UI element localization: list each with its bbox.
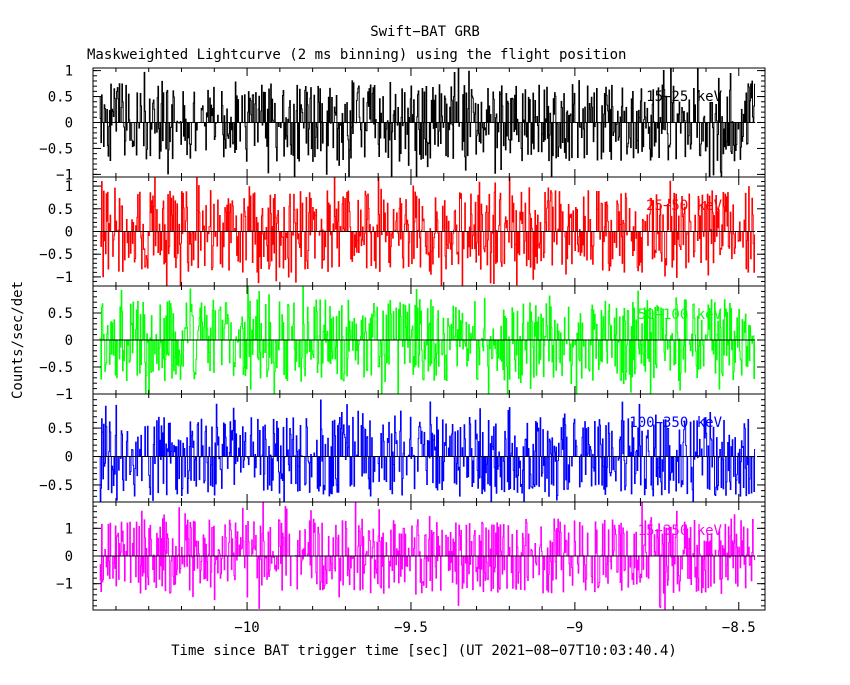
y-tick-label: 0.5 [48,306,73,322]
x-tick-label: −9 [566,620,583,636]
y-tick-label: −0.5 [39,360,73,376]
y-tick-label: 0 [65,116,73,132]
band-label-3: 50−100 keV [638,307,723,323]
panel-4: 0.5 0 −0.5 100−350 keV [39,393,766,503]
x-axis-label: Time since BAT trigger time [sec] (UT 20… [171,643,677,659]
y-tick-label: 0.5 [48,90,73,106]
series-line-2 [99,177,756,286]
y-tick-label: −1 [56,577,73,593]
panel-1: 1 0.5 0 −0.5 −1 15−25 keV [39,64,766,183]
y-tick-label: −1 [56,270,73,286]
y-tick-label: 0.5 [48,421,73,437]
series-line-1 [99,68,756,177]
y-tick-label: 0 [65,333,73,349]
y-tick-label: −1 [56,167,73,183]
panel-3: 0.5 0 −0.5 −1 50−100 keV [39,285,766,403]
y-axis-label: Counts/sec/det [10,281,26,399]
x-tick-label: −10 [234,620,259,636]
panels-layer: 1 0.5 0 −0.5 −1 15−25 keV 1 0.5 0 −0.5 −1 25−50 keV… [39,64,766,636]
y-tick-label: −0.5 [39,141,73,157]
y-tick-label: 0.5 [48,202,73,218]
series-line-3 [99,286,756,394]
band-label-5: 15−350 keV [638,523,723,539]
y-tick-label: 1 [65,179,73,195]
y-tick-label: 0 [65,549,73,565]
x-tick-label: −9.5 [394,620,428,636]
band-label-2: 25−50 keV [646,198,722,214]
y-tick-label: 0 [65,225,73,241]
band-label-4: 100−350 keV [629,415,722,431]
band-label-1: 15−25 keV [646,89,722,105]
chart-title: Swift−BAT GRB [370,24,480,40]
x-tick-label: −8.5 [722,620,756,636]
y-tick-label: −0.5 [39,247,73,263]
chart-subtitle: Maskweighted Lightcurve (2 ms binning) u… [87,47,626,63]
series-line-4 [99,399,756,502]
y-tick-label: 1 [65,64,73,80]
panel-5: 1 0 −1 15−350 keV [56,501,766,611]
y-tick-label: −1 [56,387,73,403]
panel-2: 1 0.5 0 −0.5 −1 25−50 keV [39,176,766,287]
y-tick-label: 1 [65,521,73,537]
y-tick-label: 0 [65,450,73,466]
y-tick-label: −0.5 [39,478,73,494]
series-line-5 [99,502,756,610]
